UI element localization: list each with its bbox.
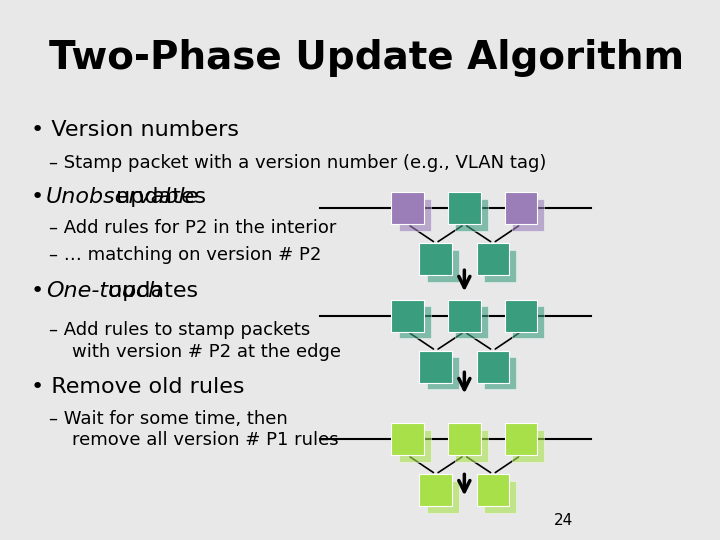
FancyBboxPatch shape [484, 249, 516, 282]
FancyBboxPatch shape [505, 300, 537, 332]
FancyBboxPatch shape [392, 300, 424, 332]
Text: Unobservable: Unobservable [46, 187, 199, 207]
FancyBboxPatch shape [484, 357, 516, 389]
FancyBboxPatch shape [419, 350, 452, 383]
FancyBboxPatch shape [477, 474, 509, 507]
FancyBboxPatch shape [392, 423, 424, 455]
FancyBboxPatch shape [399, 429, 431, 462]
Text: • Version numbers: • Version numbers [31, 119, 239, 139]
Text: • Remove old rules: • Remove old rules [31, 377, 245, 397]
Text: updates: updates [101, 281, 198, 301]
Text: updates: updates [109, 187, 206, 207]
Text: – Add rules to stamp packets: – Add rules to stamp packets [49, 321, 310, 339]
Text: – Add rules for P2 in the interior: – Add rules for P2 in the interior [49, 219, 336, 237]
FancyBboxPatch shape [484, 481, 516, 513]
FancyBboxPatch shape [419, 243, 452, 275]
FancyBboxPatch shape [455, 306, 488, 338]
Text: 24: 24 [554, 513, 573, 528]
FancyBboxPatch shape [426, 357, 459, 389]
Text: •: • [31, 281, 52, 301]
FancyBboxPatch shape [399, 199, 431, 231]
Text: – … matching on version # P2: – … matching on version # P2 [49, 246, 321, 264]
Text: Two-Phase Update Algorithm: Two-Phase Update Algorithm [49, 39, 684, 77]
FancyBboxPatch shape [399, 306, 431, 338]
Text: •: • [31, 187, 52, 207]
FancyBboxPatch shape [512, 429, 544, 462]
FancyBboxPatch shape [477, 243, 509, 275]
FancyBboxPatch shape [448, 423, 481, 455]
Text: with version # P2 at the edge: with version # P2 at the edge [49, 342, 341, 361]
FancyBboxPatch shape [448, 300, 481, 332]
FancyBboxPatch shape [512, 199, 544, 231]
Text: – Wait for some time, then: – Wait for some time, then [49, 410, 288, 428]
FancyBboxPatch shape [426, 249, 459, 282]
FancyBboxPatch shape [512, 306, 544, 338]
Text: – Stamp packet with a version number (e.g., VLAN tag): – Stamp packet with a version number (e.… [49, 154, 546, 172]
FancyBboxPatch shape [419, 474, 452, 507]
Text: remove all version # P1 rules: remove all version # P1 rules [49, 431, 338, 449]
FancyBboxPatch shape [455, 199, 488, 231]
FancyBboxPatch shape [477, 350, 509, 383]
FancyBboxPatch shape [505, 192, 537, 224]
FancyBboxPatch shape [455, 429, 488, 462]
Text: One-touch: One-touch [46, 281, 162, 301]
FancyBboxPatch shape [392, 192, 424, 224]
FancyBboxPatch shape [448, 192, 481, 224]
FancyBboxPatch shape [505, 423, 537, 455]
FancyBboxPatch shape [426, 481, 459, 513]
